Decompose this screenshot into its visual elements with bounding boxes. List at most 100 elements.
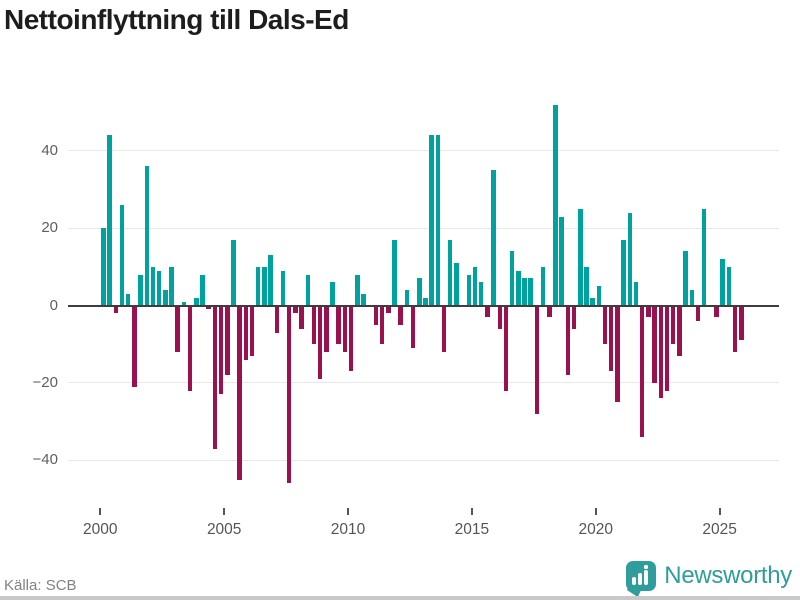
data-bar	[726, 266, 732, 306]
data-bar	[571, 305, 577, 329]
y-axis-label: −20	[32, 373, 58, 391]
data-bar	[231, 239, 236, 306]
data-bar	[627, 212, 633, 306]
data-bar	[200, 274, 205, 306]
data-bar	[491, 170, 496, 306]
data-bar	[639, 305, 645, 437]
data-bar	[683, 251, 688, 306]
brand-name: Newsworthy	[664, 562, 792, 589]
data-bar	[113, 305, 119, 314]
data-bar	[163, 290, 168, 306]
x-axis-tick	[718, 508, 721, 515]
data-bar	[293, 305, 298, 314]
newsworthy-bubble-chart-icon	[626, 561, 657, 598]
data-bar	[243, 305, 249, 360]
data-bar	[503, 305, 509, 391]
data-bar	[274, 305, 280, 333]
source-text: Källa: SCB	[4, 577, 77, 594]
data-bar	[317, 305, 323, 379]
data-bar	[280, 270, 286, 306]
data-bar	[336, 305, 341, 345]
data-bar	[262, 266, 267, 306]
data-bar	[608, 305, 614, 372]
data-bar	[132, 305, 137, 387]
data-bar	[410, 305, 416, 348]
data-bar	[429, 135, 434, 306]
data-bar	[138, 274, 143, 306]
data-bar	[175, 305, 180, 352]
chart-title: Nettoinflyttning till Dals-Ed	[4, 4, 349, 35]
data-bar	[101, 228, 106, 306]
x-axis-year-label: 2015	[454, 521, 490, 538]
data-bar	[522, 278, 527, 306]
data-bar	[590, 297, 595, 306]
data-bar	[441, 305, 447, 352]
x-axis-tick	[594, 508, 597, 515]
data-bar	[621, 239, 626, 306]
data-bar	[144, 166, 150, 306]
data-bar	[125, 293, 131, 306]
data-bar	[652, 305, 657, 383]
data-bar	[150, 266, 156, 306]
data-bar	[485, 305, 490, 318]
bar-glyph-small	[632, 577, 637, 585]
data-bar	[379, 305, 385, 345]
data-bar	[342, 305, 348, 352]
data-bar	[255, 266, 261, 306]
data-bar	[615, 305, 620, 403]
data-bar	[268, 255, 273, 306]
data-bar	[454, 263, 459, 306]
x-axis-year-label: 2010	[330, 521, 366, 538]
data-bar	[739, 305, 744, 341]
data-bar	[206, 305, 211, 310]
zero-axis-line	[68, 304, 779, 307]
data-bar	[646, 305, 651, 318]
gridline-y-40	[68, 150, 779, 152]
x-axis-tick	[470, 508, 473, 515]
data-bar	[169, 266, 174, 306]
data-bar	[107, 135, 112, 306]
data-bar	[540, 266, 546, 306]
data-bar	[181, 301, 187, 306]
x-axis-year-label: 2025	[702, 521, 737, 538]
data-bar	[553, 104, 558, 306]
data-bar	[194, 297, 199, 306]
data-bar	[249, 305, 255, 356]
data-bar	[348, 305, 354, 372]
data-bar	[212, 305, 218, 449]
data-bar	[299, 305, 304, 329]
data-bar	[311, 305, 317, 345]
x-axis-year-label: 2000	[83, 521, 118, 538]
data-bar	[423, 297, 428, 306]
data-bar	[695, 305, 701, 321]
bubble-tail	[627, 582, 642, 598]
y-axis-label: 0	[49, 296, 58, 314]
exclamation-dot	[644, 565, 649, 569]
data-bar	[633, 282, 639, 306]
data-bar	[528, 278, 533, 306]
data-bar	[602, 305, 608, 345]
x-axis-tick	[99, 508, 102, 515]
data-bar	[361, 293, 366, 306]
data-bar	[732, 305, 738, 352]
data-bar	[596, 286, 602, 306]
data-bar	[330, 282, 335, 306]
data-bar	[516, 270, 521, 306]
data-bar	[497, 305, 503, 329]
data-bar	[355, 274, 360, 306]
data-bar	[689, 290, 695, 306]
y-axis-label: −40	[32, 451, 58, 469]
gridline-y--20	[68, 382, 779, 384]
data-bar	[677, 305, 682, 356]
data-bar	[373, 305, 379, 325]
data-bar	[578, 208, 583, 306]
data-bar	[701, 208, 707, 306]
data-bar	[658, 305, 664, 399]
data-bar	[509, 251, 515, 306]
data-bar	[286, 305, 292, 484]
data-bar	[447, 239, 453, 306]
data-bar	[392, 239, 397, 306]
newsworthy-logo[interactable]: Newsworthy	[626, 561, 792, 598]
data-bar	[720, 259, 725, 306]
data-bar	[559, 216, 564, 306]
